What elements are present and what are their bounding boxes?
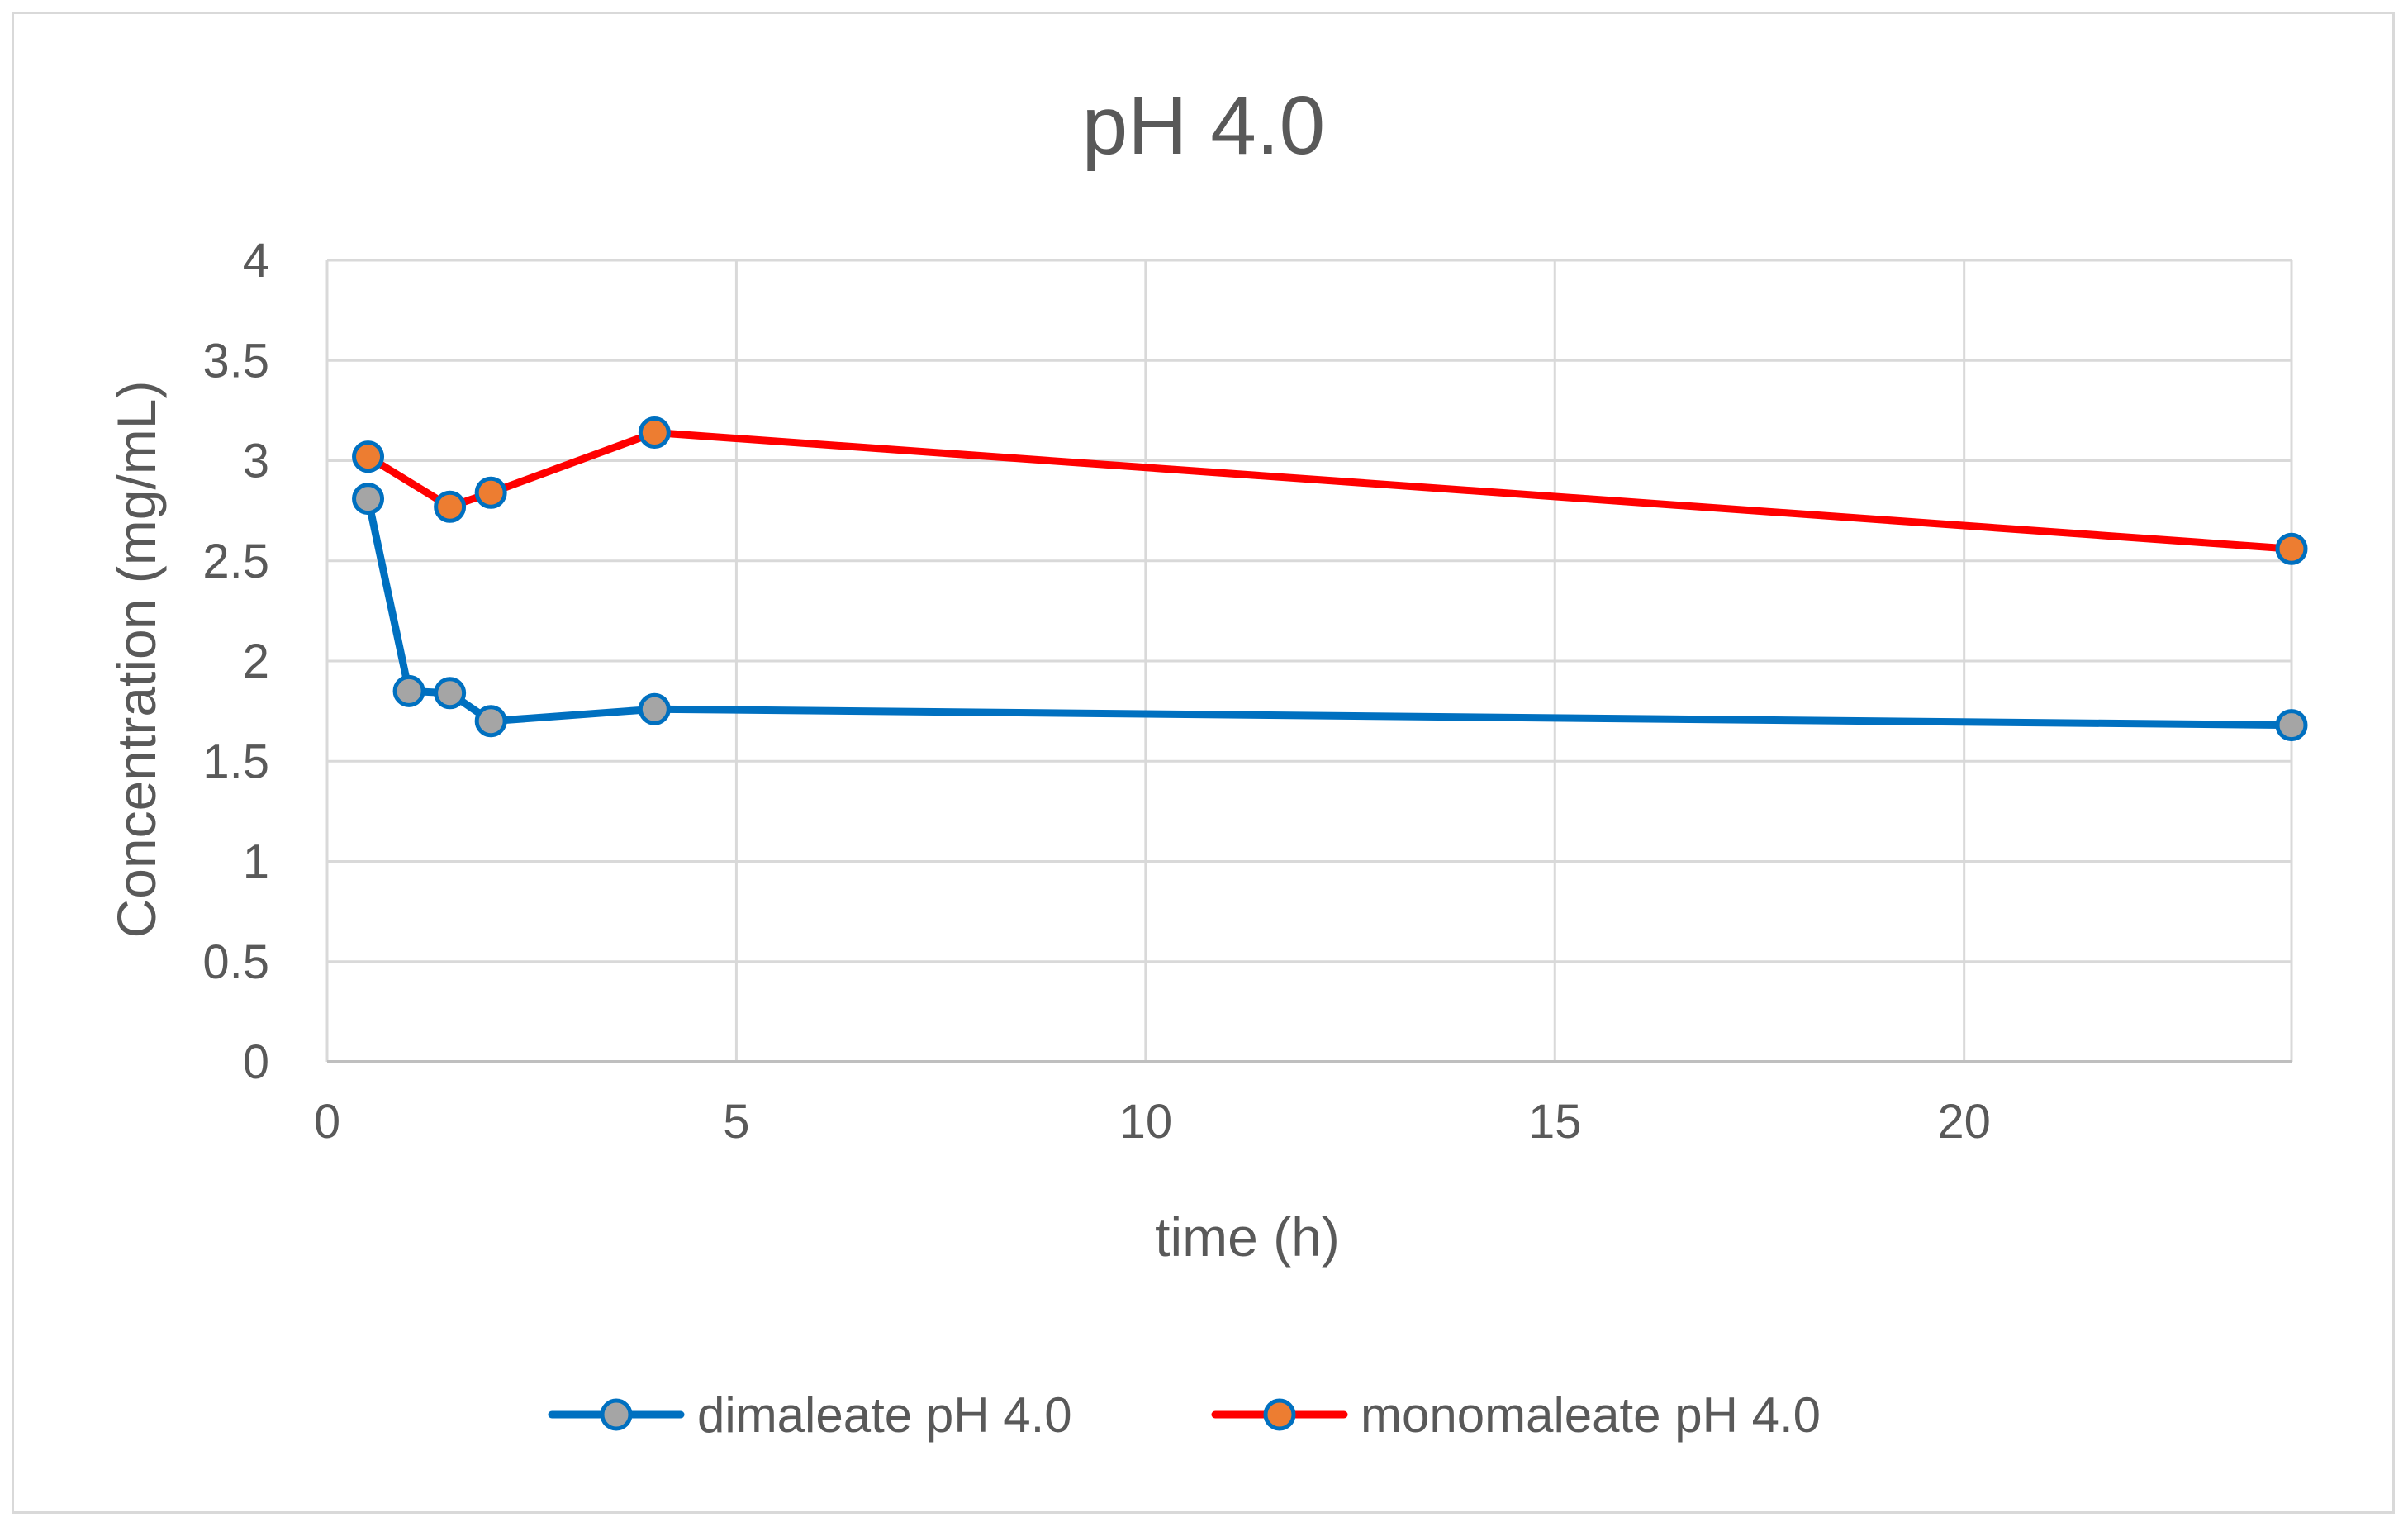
data-point: [352, 483, 385, 516]
y-tick-label: 2: [243, 635, 269, 688]
legend-label: dimaleate pH 4.0: [697, 1387, 1072, 1443]
chart-frame: [12, 12, 2395, 1514]
legend: dimaleate pH 4.0 monomaleate pH 4.0: [548, 1387, 1821, 1443]
data-point: [434, 677, 467, 710]
y-tick-label: 0: [243, 1035, 269, 1089]
x-tick-label: 5: [723, 1095, 749, 1149]
data-point: [2275, 532, 2308, 565]
x-tick-label: 10: [1119, 1095, 1173, 1149]
y-axis-title: Concentration (mg/mL): [106, 381, 167, 939]
legend-label: monomaleate pH 4.0: [1361, 1387, 1821, 1443]
data-point: [392, 674, 425, 707]
legend-marker: [1263, 1398, 1296, 1431]
data-point: [638, 692, 671, 725]
y-tick-label: 2.5: [202, 535, 269, 588]
x-axis-title: time (h): [1155, 1206, 1340, 1268]
series-2: [352, 416, 2308, 565]
y-tick-label: 1.5: [202, 735, 269, 788]
legend-item-1: dimaleate pH 4.0: [548, 1387, 1072, 1443]
series-1: [352, 483, 2308, 742]
series-line: [364, 495, 2296, 730]
chart-title: pH 4.0: [1082, 79, 1326, 172]
series-line: [364, 429, 2296, 553]
y-tick-labels: 0 0.5 1 1.5 2 2.5 3 3.5 4: [202, 234, 269, 1089]
data-point: [474, 476, 507, 509]
y-tick-label: 4: [243, 234, 269, 288]
legend-item-2: monomaleate pH 4.0: [1211, 1387, 1821, 1443]
x-tick-label: 15: [1528, 1095, 1582, 1149]
data-point: [352, 440, 385, 473]
x-tick-label: 0: [314, 1095, 340, 1149]
x-tick-labels: 0 5 10 15 20: [314, 1095, 1991, 1149]
y-tick-label: 0.5: [202, 935, 269, 989]
data-point: [638, 416, 671, 450]
x-tick-label: 20: [1937, 1095, 1991, 1149]
y-tick-label: 3.5: [202, 334, 269, 388]
data-point: [2275, 709, 2308, 742]
legend-marker: [600, 1398, 633, 1431]
y-tick-label: 3: [243, 435, 269, 488]
data-point: [474, 705, 507, 738]
y-tick-label: 1: [243, 835, 269, 889]
data-point: [434, 490, 467, 523]
series: [352, 416, 2308, 742]
grid-lines: [325, 259, 2293, 1062]
